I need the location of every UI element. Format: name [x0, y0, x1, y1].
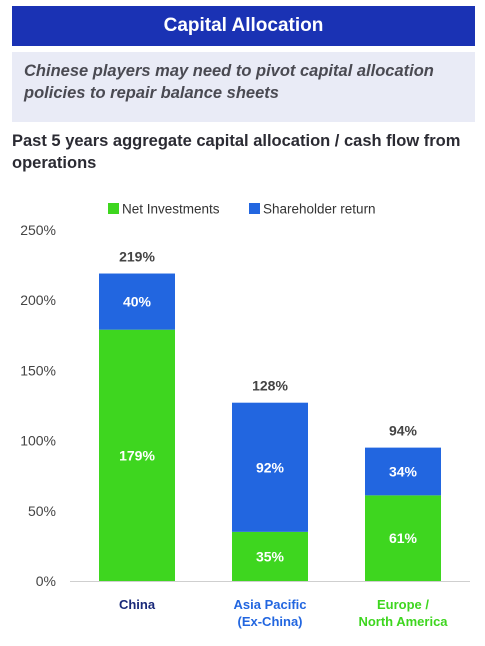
legend-label: Net Investments	[122, 202, 220, 217]
bar-segment	[99, 273, 175, 330]
bar-value-label: 179%	[119, 447, 155, 463]
bar-total-label: 219%	[119, 249, 155, 265]
bar-value-label: 40%	[123, 294, 152, 310]
chart-title: Past 5 years aggregate capital allocatio…	[12, 132, 461, 172]
bar-value-label: 34%	[389, 463, 418, 479]
y-tick-label: 150%	[20, 362, 56, 378]
y-tick-label: 50%	[28, 503, 56, 519]
y-tick-label: 100%	[20, 433, 56, 449]
legend-swatch	[108, 203, 119, 214]
category-label: (Ex-China)	[238, 614, 303, 629]
subtitle-text: Chinese players may need to pivot capita…	[24, 62, 434, 102]
bar-value-label: 35%	[256, 548, 285, 564]
bar-total-label: 128%	[252, 378, 288, 394]
category-label: North America	[358, 614, 448, 629]
bar-segment	[99, 329, 175, 581]
legend-swatch	[249, 203, 260, 214]
legend-label: Shareholder return	[263, 202, 376, 217]
y-tick-label: 200%	[20, 292, 56, 308]
category-label: Europe /	[377, 597, 429, 612]
bar-segment	[365, 495, 441, 581]
subtitle-box: Chinese players may need to pivot capita…	[12, 52, 475, 122]
bar-value-label: 61%	[389, 530, 418, 546]
header-title: Capital Allocation	[163, 15, 324, 36]
header-banner: Capital Allocation	[12, 6, 475, 46]
category-label: Asia Pacific	[234, 597, 307, 612]
y-tick-label: 250%	[20, 222, 56, 238]
bar-segment	[232, 402, 308, 532]
y-tick-label: 0%	[36, 573, 56, 589]
bar-value-label: 92%	[256, 459, 285, 475]
category-label: China	[119, 597, 156, 612]
bar-total-label: 94%	[389, 423, 418, 439]
bar-segment	[365, 447, 441, 496]
bar-segment	[232, 531, 308, 581]
